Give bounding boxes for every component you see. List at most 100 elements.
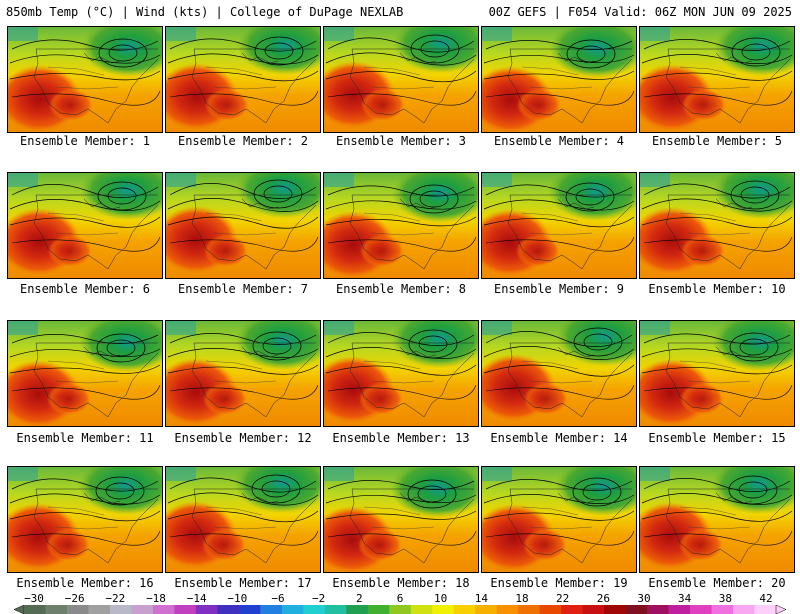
colorbar-swatch [690, 605, 712, 614]
colorbar-swatch [410, 605, 433, 614]
colorbar-tick-labels: −30 −26 −22 −18 −14 −10 −6 −2 2 6 10 14 18 22 26 30 34 38… [0, 592, 800, 605]
colorbar-swatch [303, 605, 326, 614]
ensemble-member-label-12: Ensemble Member: 12 [174, 431, 312, 445]
colorbar-swatch [195, 605, 218, 614]
colorbar-strip [14, 605, 786, 614]
colorbar-tick: −18 [146, 592, 166, 605]
colorbar-tick: 34 [678, 592, 692, 605]
colorbar-swatch [66, 605, 89, 614]
colorbar-swatch [346, 605, 369, 614]
temperature-colorbar: −30 −26 −22 −18 −14 −10 −6 −2 2 6 10 14 18 22 26 30 34 38… [0, 296, 800, 614]
ensemble-member-label-4: Ensemble Member: 4 [493, 134, 625, 148]
colorbar-swatch [604, 605, 626, 614]
ensemble-map-11 [7, 320, 163, 427]
colorbar-swatch [496, 605, 519, 614]
ensemble-member-label-7: Ensemble Member: 7 [177, 282, 309, 296]
colorbar-swatch [475, 605, 498, 614]
colorbar-swatch [24, 605, 46, 614]
colorbar-tick: 14 [474, 592, 488, 605]
colorbar-swatch [668, 605, 691, 614]
colorbar-swatch [88, 605, 111, 614]
product-title: 850mb Temp (°C) | Wind (kts) | College o… [6, 5, 404, 19]
colorbar-swatch [453, 605, 476, 614]
ensemble-map-5 [639, 26, 795, 133]
colorbar-swatch [389, 605, 412, 614]
ensemble-map-2 [165, 26, 321, 133]
ensemble-map-1 [7, 26, 163, 133]
colorbar-tick: 2 [356, 592, 363, 605]
ensemble-member-label-19: Ensemble Member: 19 [490, 576, 628, 590]
colorbar-swatch [174, 605, 197, 614]
colorbar-swatch [260, 605, 283, 614]
colorbar-tick: 30 [637, 592, 651, 605]
colorbar-tick: 10 [434, 592, 448, 605]
run-valid-time: 00Z GEFS | F054 Valid: 06Z MON JUN 09 20… [488, 5, 792, 19]
ensemble-map-12 [165, 320, 321, 427]
ensemble-member-label-5: Ensemble Member: 5 [651, 134, 783, 148]
ensemble-map-19 [481, 466, 637, 573]
colorbar-tick: −10 [227, 592, 248, 605]
ensemble-member-label-15: Ensemble Member: 15 [648, 431, 786, 445]
ensemble-map-9 [481, 172, 637, 279]
ensemble-member-label-14: Ensemble Member: 14 [490, 431, 628, 445]
colorbar-swatch [539, 605, 562, 614]
ensemble-map-17 [165, 466, 321, 573]
colorbar-tick: 18 [515, 592, 529, 605]
ensemble-member-label-18: Ensemble Member: 18 [332, 576, 470, 590]
ensemble-member-label-17: Ensemble Member: 17 [174, 576, 312, 590]
colorbar-swatch [238, 605, 261, 614]
colorbar-swatch [131, 605, 154, 614]
colorbar-tick: −26 [64, 592, 85, 605]
colorbar-tick: 26 [596, 592, 610, 605]
ensemble-map-4 [481, 26, 637, 133]
colorbar-swatch [281, 605, 304, 614]
ensemble-member-label-9: Ensemble Member: 9 [493, 282, 625, 296]
colorbar-swatch [561, 605, 584, 614]
ensemble-map-16 [7, 466, 163, 573]
ensemble-map-14 [481, 320, 637, 427]
ensemble-map-10 [639, 172, 795, 279]
colorbar-swatch [711, 605, 734, 614]
ensemble-map-20 [639, 466, 795, 573]
colorbar-swatch [432, 605, 455, 614]
ensemble-member-label-8: Ensemble Member: 8 [335, 282, 467, 296]
ensemble-member-label-16: Ensemble Member: 16 [16, 576, 154, 590]
ensemble-map-13 [323, 320, 479, 427]
ensemble-map-18 [323, 466, 479, 573]
ensemble-member-label-2: Ensemble Member: 2 [177, 134, 309, 148]
colorbar-swatch [647, 605, 669, 614]
colorbar-tick: −6 [271, 592, 285, 605]
colorbar-swatch [152, 605, 175, 614]
colorbar-tick: 38 [718, 592, 732, 605]
colorbar-swatch [582, 605, 605, 614]
colorbar-max-arrow [775, 605, 786, 614]
ensemble-map-15 [639, 320, 795, 427]
ensemble-member-label-20: Ensemble Member: 20 [648, 576, 786, 590]
colorbar-swatch [109, 605, 132, 614]
colorbar-swatch [625, 605, 648, 614]
colorbar-swatch [217, 605, 240, 614]
colorbar-tick: −22 [105, 592, 126, 605]
header-bar: 850mb Temp (°C) | Wind (kts) | College o… [0, 0, 800, 24]
colorbar-tick: 42 [759, 592, 773, 605]
colorbar-tick: −30 [24, 592, 44, 605]
ensemble-map-8 [323, 172, 479, 279]
ensemble-member-label-6: Ensemble Member: 6 [19, 282, 151, 296]
ensemble-member-label-3: Ensemble Member: 3 [335, 134, 467, 148]
ensemble-map-6 [7, 172, 163, 279]
colorbar-tick: 6 [396, 592, 404, 605]
ensemble-member-label-13: Ensemble Member: 13 [332, 431, 470, 445]
colorbar-swatch [754, 605, 777, 614]
ensemble-member-label-1: Ensemble Member: 1 [19, 134, 151, 148]
colorbar-swatch [733, 605, 755, 614]
colorbar-min-arrow [14, 605, 25, 614]
colorbar-swatch [45, 605, 68, 614]
colorbar-swatch [367, 605, 390, 614]
ensemble-member-label-11: Ensemble Member: 11 [16, 431, 154, 445]
colorbar-swatch [518, 605, 541, 614]
ensemble-map-3 [323, 26, 479, 133]
ensemble-map-7 [165, 172, 321, 279]
ensemble-member-label-10: Ensemble Member: 10 [648, 282, 786, 296]
colorbar-swatch [324, 605, 347, 614]
colorbar-tick: 22 [556, 592, 570, 605]
